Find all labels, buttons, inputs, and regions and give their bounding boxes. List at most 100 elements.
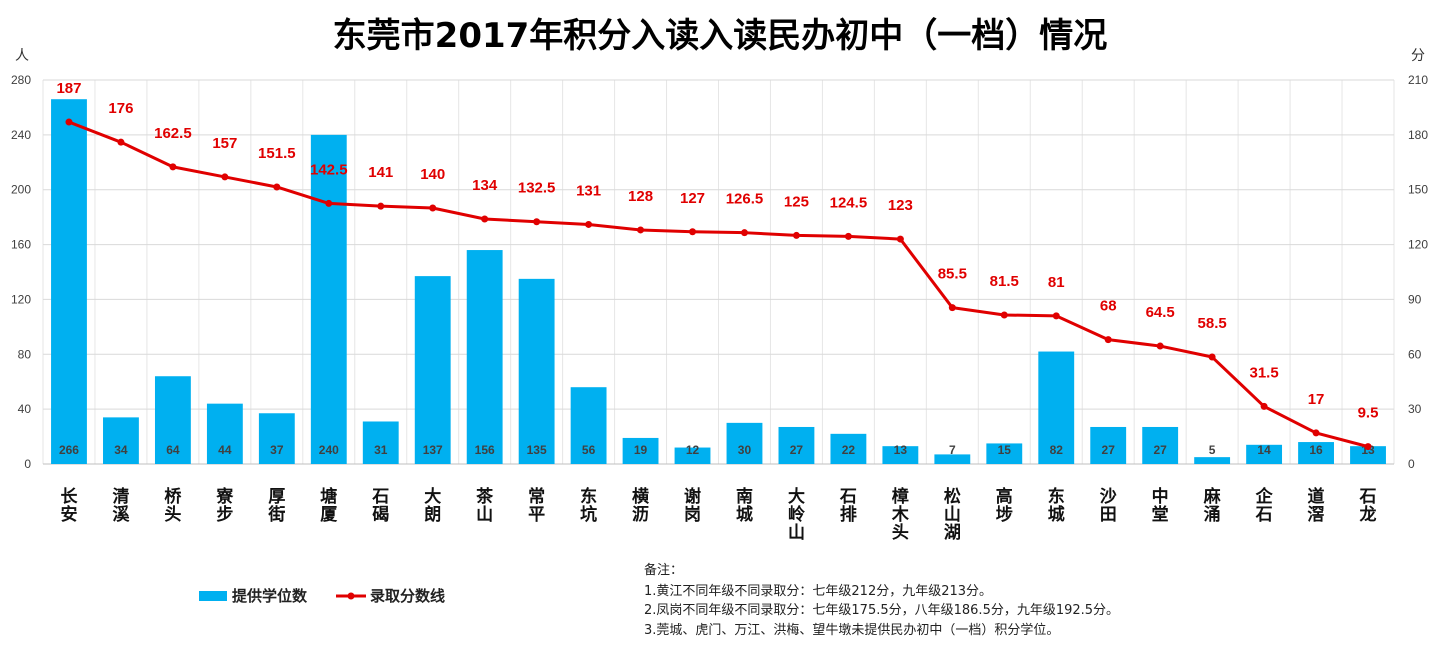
bar-data-label: 15 [998, 443, 1012, 457]
line-point [1104, 336, 1112, 344]
legend-label-line: 录取分数线 [370, 587, 445, 605]
bar [1194, 457, 1231, 464]
bar-data-label: 240 [319, 443, 339, 457]
notes-line-3: 3.莞城、虎门、万江、洪梅、望牛墩未提供民办初中（一档）积分学位。 [644, 622, 1059, 638]
bar [830, 433, 867, 464]
category-label: 大朗 [424, 486, 441, 525]
category-label: 厚街 [267, 487, 285, 525]
line-point [1364, 443, 1372, 451]
bar-data-label: 64 [166, 443, 180, 457]
category-label: 东城 [1048, 486, 1065, 525]
line-data-label: 9.5 [1358, 405, 1379, 422]
line-data-label: 132.5 [518, 180, 556, 197]
bar [1142, 426, 1179, 464]
bar-data-label: 7 [949, 443, 956, 457]
bar-data-label: 82 [1050, 443, 1064, 457]
bar-data-label: 5 [1209, 443, 1216, 457]
bar [310, 134, 347, 464]
bar [258, 413, 295, 464]
category-label: 东坑 [580, 486, 597, 525]
category-label: 大岭山 [788, 486, 805, 543]
bar [154, 376, 191, 464]
line-point [273, 183, 281, 191]
line-data-label: 123 [888, 197, 913, 214]
bar-data-label: 30 [738, 443, 752, 457]
legend-swatch-bar [199, 591, 227, 601]
bar-data-label: 56 [582, 443, 596, 457]
line-point [585, 220, 593, 228]
line-point [65, 118, 73, 126]
bar-data-label: 16 [1309, 443, 1323, 457]
category-label: 桥头 [164, 487, 182, 525]
category-label: 麻涌 [1203, 486, 1222, 525]
bar [726, 422, 763, 464]
category-label: 塘厦 [320, 486, 338, 525]
right-tick-label: 30 [1408, 402, 1422, 416]
left-tick-label: 160 [11, 238, 31, 252]
category-label: 中堂 [1152, 486, 1169, 525]
bar-data-label: 27 [1153, 443, 1167, 457]
line-point [948, 304, 956, 312]
bar-data-label: 14 [1257, 443, 1271, 457]
category-label: 高埗 [996, 486, 1013, 525]
bar [1090, 426, 1127, 464]
line-path [68, 120, 1369, 449]
bar [362, 421, 399, 464]
line-data-label: 162.5 [154, 125, 192, 142]
category-label: 道滘 [1308, 486, 1325, 525]
bar [778, 426, 815, 464]
left-tick-label: 200 [11, 183, 31, 197]
category-label: 松山湖 [944, 486, 961, 543]
line-data-label: 58.5 [1198, 315, 1227, 332]
line-point [637, 226, 645, 234]
category-label: 谢岗 [684, 486, 701, 525]
category-label: 常平 [528, 486, 545, 525]
category-label: 寮步 [215, 486, 233, 525]
bar [986, 443, 1023, 464]
bar [570, 387, 607, 464]
line-data-label: 31.5 [1249, 364, 1278, 381]
bar [882, 446, 919, 464]
bar-data-label: 135 [527, 443, 547, 457]
bar-data-label: 19 [634, 443, 648, 457]
right-tick-label: 0 [1408, 457, 1415, 471]
bar-data-label: 31 [374, 443, 388, 457]
line-data-label: 81 [1048, 274, 1065, 291]
line-data-label: 131 [576, 182, 601, 199]
line-data-label: 85.5 [938, 266, 967, 283]
bar [206, 403, 243, 464]
bar [1038, 351, 1075, 464]
right-tick-label: 60 [1408, 347, 1422, 361]
line-data-label: 142.5 [310, 161, 348, 178]
line-data-label: 157 [212, 135, 237, 152]
category-label: 石排 [839, 487, 857, 525]
line-data-label: 68 [1100, 298, 1117, 315]
right-axis-unit: 分 [1411, 48, 1425, 64]
line-point [221, 173, 229, 181]
bar-data-label: 27 [1102, 443, 1116, 457]
bar [103, 417, 139, 464]
left-tick-label: 280 [11, 73, 31, 87]
left-axis-unit: 人 [15, 48, 29, 64]
line-data-label: 151.5 [258, 145, 296, 162]
category-label: 南城 [736, 486, 753, 525]
category-label: 企石 [1255, 486, 1274, 525]
line-point [481, 215, 489, 223]
line-data-label: 134 [472, 177, 498, 194]
bar-data-label: 22 [842, 443, 856, 457]
category-label: 长安 [60, 486, 78, 525]
line-data-label: 176 [108, 100, 133, 117]
left-axis-ticks: 0 40 80 120 160 200 240 280 [11, 73, 31, 471]
bar-data-label: 37 [270, 443, 284, 457]
line-point [844, 232, 852, 240]
notes-block: 备注： 1.黄江不同年级不同录取分：七年级212分，九年级213分。 2.凤岗不… [644, 562, 1119, 638]
bar-data-label: 44 [218, 443, 232, 457]
bar [51, 99, 87, 464]
line-point [1000, 311, 1008, 319]
right-axis-ticks: 0 30 60 90 120 150 180 210 [1408, 73, 1428, 471]
line-data-label: 127 [680, 190, 705, 207]
line-point [325, 199, 333, 207]
bar-data-label: 266 [59, 443, 79, 457]
